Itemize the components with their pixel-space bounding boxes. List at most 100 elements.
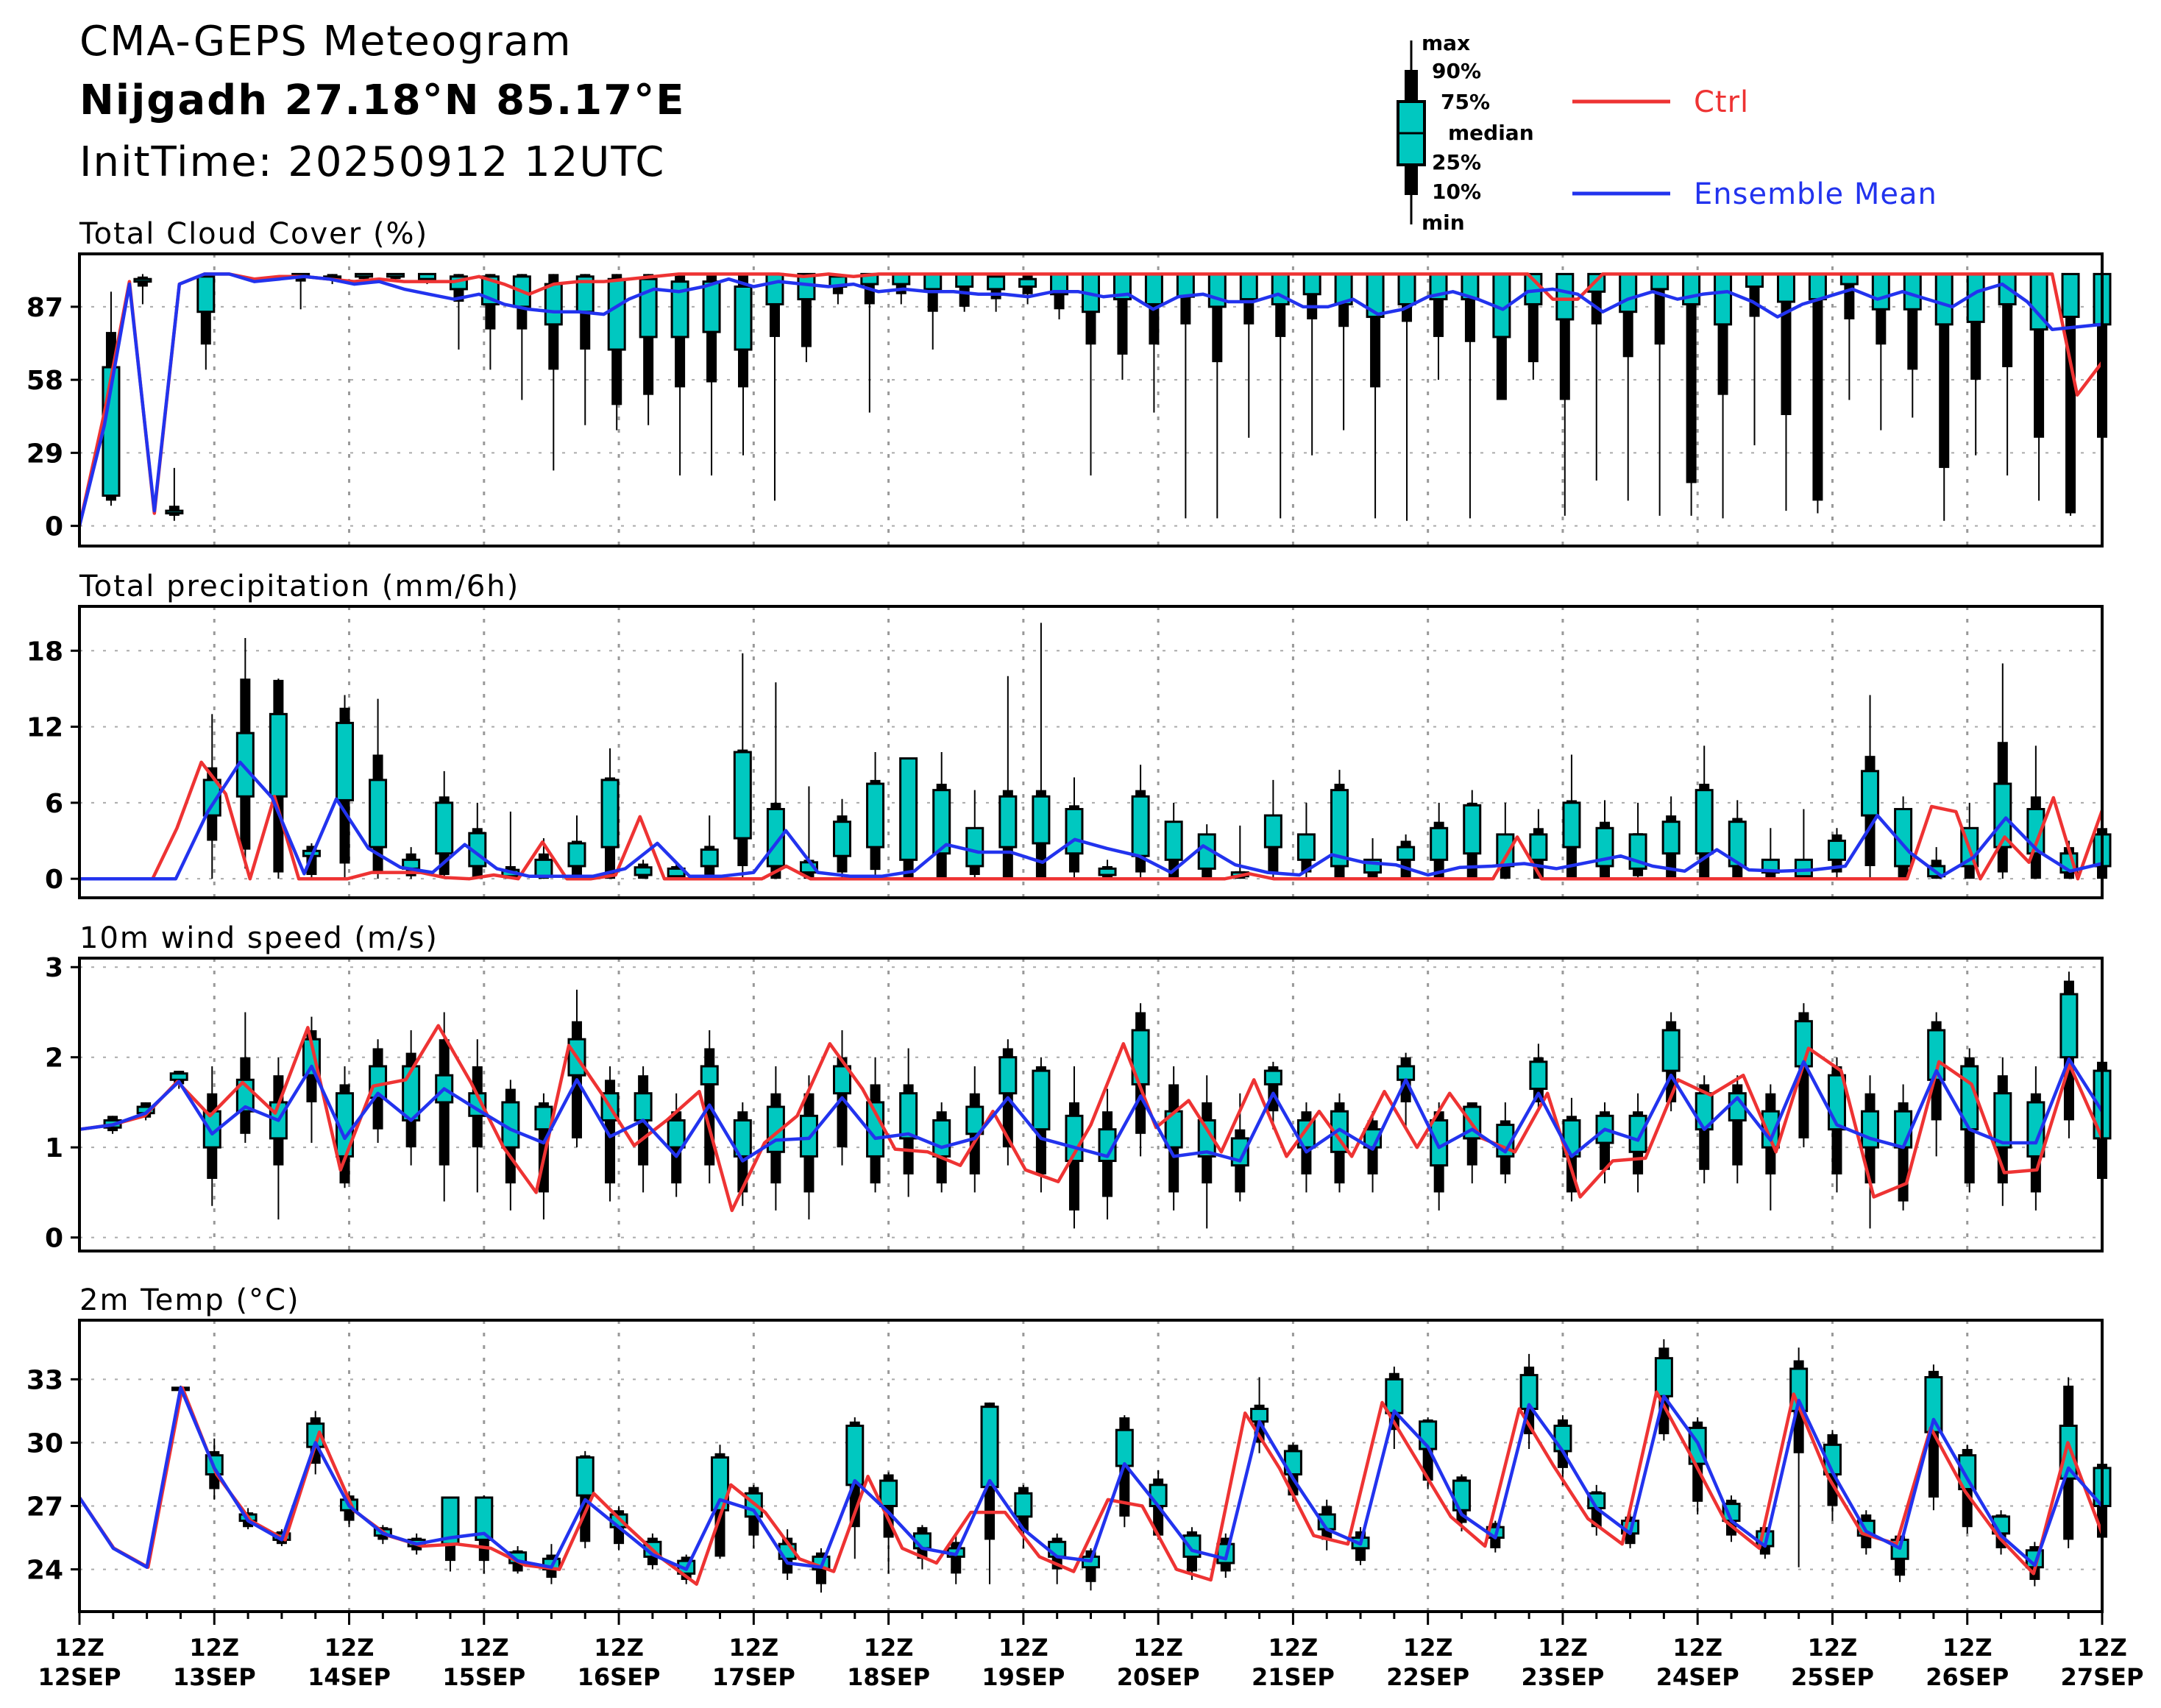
box-plot bbox=[534, 1093, 553, 1220]
box-25-75 bbox=[1628, 1114, 1647, 1153]
box-25-75 bbox=[369, 779, 388, 848]
box-25-75 bbox=[1650, 272, 1669, 291]
box-plot bbox=[1131, 1003, 1150, 1157]
box-plot bbox=[1082, 272, 1100, 476]
box-25-75 bbox=[980, 1406, 999, 1489]
x-tick-label-date: 25SEP bbox=[1791, 1663, 1874, 1691]
box-25-75 bbox=[607, 277, 626, 351]
box-plot bbox=[269, 1057, 288, 1220]
x-tick-label-date: 20SEP bbox=[1117, 1663, 1200, 1691]
x-tick-label-hour: 12Z bbox=[324, 1634, 375, 1662]
legend-box-label: 25% bbox=[1432, 150, 1481, 174]
box-plot bbox=[269, 678, 288, 879]
x-tick-label-hour: 12Z bbox=[2077, 1634, 2127, 1662]
box-plot bbox=[1661, 796, 1681, 879]
box-plot bbox=[765, 272, 784, 501]
box-plot bbox=[1650, 272, 1669, 516]
box-plot bbox=[845, 1417, 865, 1559]
box-plot bbox=[634, 1066, 653, 1193]
box-25-75 bbox=[1682, 272, 1701, 305]
box-25-75 bbox=[1149, 1484, 1168, 1508]
box-plot bbox=[468, 802, 487, 879]
box-plot bbox=[501, 1080, 520, 1211]
box-plot bbox=[369, 698, 388, 879]
box-25-75 bbox=[1958, 1454, 1977, 1491]
x-tick-label-date: 18SEP bbox=[847, 1663, 930, 1691]
box-plot bbox=[2029, 272, 2048, 501]
box-25-75 bbox=[600, 779, 620, 848]
x-tick-label-date: 22SEP bbox=[1386, 1663, 1469, 1691]
x-tick-label-date: 13SEP bbox=[173, 1663, 256, 1691]
x-tick-label-hour: 12Z bbox=[1942, 1634, 1993, 1662]
box-25-75 bbox=[1619, 272, 1638, 313]
y-tick-label: 24 bbox=[26, 1556, 63, 1586]
box-25-75 bbox=[1529, 1060, 1548, 1091]
box-25-75 bbox=[734, 285, 753, 351]
box-plot bbox=[435, 770, 454, 879]
box-plot bbox=[667, 863, 686, 879]
box-25-75 bbox=[1239, 272, 1258, 301]
panel-title: Total Cloud Cover (%) bbox=[79, 217, 428, 251]
box-plot bbox=[1492, 272, 1511, 400]
box-25-75 bbox=[965, 826, 984, 868]
x-axis: 12Z12SEP12Z13SEP12Z14SEP12Z15SEP12Z16SEP… bbox=[38, 1612, 2143, 1691]
box-plot bbox=[1714, 272, 1733, 519]
box-plot bbox=[133, 274, 152, 305]
y-tick-label: 0 bbox=[45, 512, 63, 542]
box-25-75 bbox=[955, 272, 974, 288]
y-tick-label: 58 bbox=[26, 366, 63, 396]
box-25-75 bbox=[1397, 846, 1416, 861]
box-25-75 bbox=[879, 1479, 898, 1508]
box-25-75 bbox=[1176, 272, 1195, 298]
box-plot bbox=[600, 748, 620, 879]
box-plot bbox=[2059, 1377, 2078, 1548]
y-tick-label: 27 bbox=[26, 1492, 63, 1523]
x-tick-label-hour: 12Z bbox=[864, 1634, 914, 1662]
box-plot bbox=[1230, 825, 1249, 879]
x-tick-label-hour: 12Z bbox=[1672, 1634, 1722, 1662]
box-plot bbox=[1144, 272, 1163, 413]
box-25-75 bbox=[1714, 272, 1733, 326]
box-25-75 bbox=[1553, 1424, 1572, 1453]
box-plot bbox=[670, 274, 689, 476]
box-plot bbox=[639, 274, 658, 425]
whisker-10-90 bbox=[1686, 274, 1697, 483]
box-plot bbox=[1827, 828, 1846, 879]
box-plot bbox=[866, 1057, 885, 1193]
box-25-75 bbox=[1098, 1128, 1117, 1163]
whisker-10-90 bbox=[1781, 274, 1792, 416]
box-plot bbox=[634, 860, 653, 879]
box-plot bbox=[435, 1012, 454, 1202]
box-plot bbox=[165, 467, 184, 521]
box-25-75 bbox=[1330, 789, 1349, 868]
box-25-75 bbox=[1430, 826, 1449, 861]
box-25-75 bbox=[711, 1456, 730, 1512]
x-tick-label-hour: 12Z bbox=[189, 1634, 239, 1662]
box-25-75 bbox=[567, 842, 586, 868]
box-plot bbox=[799, 1075, 818, 1220]
box-25-75 bbox=[1776, 272, 1795, 303]
panel-3: 2m Temp (°C) 24 27 30 33 bbox=[26, 1283, 2112, 1613]
whisker-10-90 bbox=[2065, 274, 2076, 514]
box-25-75 bbox=[670, 280, 689, 339]
panel-2: 10m wind speed (m/s) 0 1 2 3 bbox=[45, 921, 2112, 1254]
y-tick-label: 1 bbox=[45, 1133, 63, 1163]
box-plot bbox=[544, 274, 563, 471]
box-plot bbox=[2059, 971, 2079, 1138]
box-25-75 bbox=[1654, 1357, 1673, 1397]
box-plot bbox=[833, 798, 852, 879]
y-tick-label: 0 bbox=[45, 1224, 63, 1254]
box-25-75 bbox=[1562, 801, 1581, 848]
box-25-75 bbox=[1463, 804, 1482, 855]
box-25-75 bbox=[1827, 1074, 1846, 1131]
box-25-75 bbox=[1661, 1029, 1681, 1072]
box-25-75 bbox=[1098, 867, 1117, 876]
legend-box-label: 75% bbox=[1441, 90, 1490, 114]
box-25-75 bbox=[133, 277, 152, 283]
box-25-75 bbox=[1065, 807, 1084, 855]
box-plot bbox=[866, 752, 885, 879]
box-plot bbox=[1927, 1012, 1946, 1157]
box-plot bbox=[1993, 1057, 2012, 1206]
box-plot bbox=[1998, 272, 2017, 476]
box-plot bbox=[1794, 809, 1813, 879]
